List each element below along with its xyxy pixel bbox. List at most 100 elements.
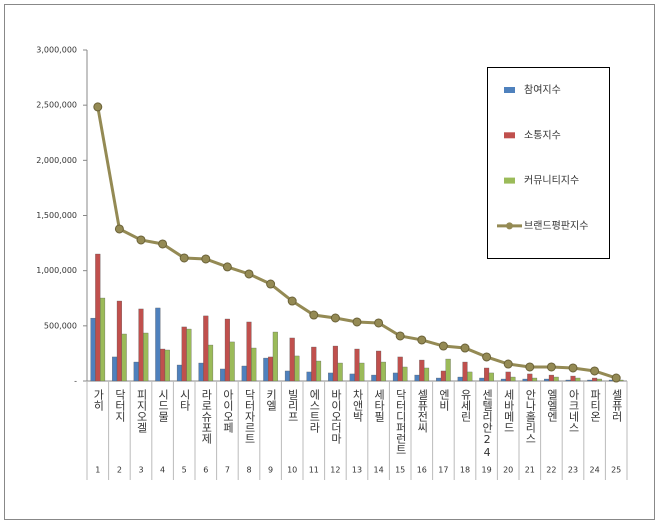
bar [532, 377, 538, 382]
bar [570, 375, 576, 382]
x-tick-label: 엘엘엔 [545, 389, 558, 422]
category-rank: 5 [182, 466, 187, 475]
x-tick-label: 아이오페 [221, 389, 234, 433]
bar [445, 358, 451, 382]
legend-label: 커뮤니티지수 [524, 175, 579, 187]
x-tick-label: 라로슈포제 [200, 389, 213, 444]
bar [241, 365, 247, 382]
bar [176, 364, 182, 382]
line-marker [244, 269, 254, 279]
line-marker [374, 318, 384, 328]
x-tick-label: 에스트라 [308, 389, 321, 433]
category-rank: 1 [95, 466, 100, 475]
bar [522, 378, 528, 382]
y-tick-label: 3,000,000 [36, 46, 77, 55]
bar [419, 359, 425, 382]
line-marker [568, 363, 578, 373]
line-marker [525, 362, 535, 372]
category-rank: 24 [590, 466, 600, 475]
bar [263, 357, 269, 382]
line-marker [546, 362, 556, 372]
line-marker [287, 296, 297, 306]
legend-swatch [504, 132, 515, 139]
bar [116, 300, 122, 382]
bar [95, 253, 101, 382]
bar [488, 372, 494, 382]
bar [575, 377, 581, 382]
bar [100, 297, 106, 382]
legend-label: 소통지수 [524, 129, 561, 141]
bar [155, 307, 161, 382]
x-tick-label: 차앤박 [351, 389, 364, 422]
y-tick-label: 1,000,000 [36, 266, 77, 275]
bar [548, 374, 554, 382]
bar [203, 315, 209, 382]
x-tick-label: 피지오겔 [135, 389, 148, 433]
category-rank: 7 [225, 466, 230, 475]
category-rank: 2 [117, 466, 122, 475]
x-tick-label: 셀퓨전씨 [416, 389, 429, 433]
bar [220, 368, 226, 382]
y-tick-label: 2,500,000 [36, 101, 77, 110]
x-tick-label: 시드물 [157, 389, 170, 422]
bar [436, 377, 442, 382]
bar [138, 308, 144, 382]
category-rank: 23 [568, 466, 578, 475]
bar [354, 348, 360, 382]
x-tick-label: 셀퓨러 [610, 389, 623, 422]
bar [316, 360, 322, 382]
bar [251, 347, 257, 382]
x-tick-label: 유세린 [459, 389, 472, 422]
legend-swatch [504, 177, 515, 184]
category-rank: 10 [287, 466, 297, 475]
category-rank: 14 [374, 466, 384, 475]
bar [133, 361, 139, 382]
bar [596, 378, 602, 382]
bar [392, 372, 398, 382]
bar [462, 361, 468, 382]
line-marker [611, 373, 621, 383]
bar [311, 346, 317, 382]
line-marker [352, 317, 362, 327]
category-rank: 18 [460, 466, 470, 475]
x-tick-label: 가히 [92, 389, 105, 412]
bar [112, 356, 118, 382]
category-rank: 19 [482, 466, 492, 475]
line-marker [417, 335, 427, 345]
bar [284, 370, 290, 382]
bar [505, 371, 511, 382]
bar [467, 371, 473, 382]
line-marker [482, 352, 492, 362]
bar [164, 349, 170, 382]
bar [402, 366, 408, 382]
bar [592, 377, 598, 382]
bar [414, 374, 420, 382]
bar [337, 362, 343, 382]
bar [380, 361, 386, 382]
bar [229, 341, 235, 382]
category-rank: 25 [611, 466, 621, 475]
x-tick-label: 센텔리안24 [481, 389, 494, 459]
bar [553, 376, 559, 382]
category-rank: 22 [546, 466, 556, 475]
bar [510, 376, 516, 382]
x-tick-label: 키엘 [265, 389, 278, 411]
bar [208, 344, 214, 382]
category-rank: 6 [203, 466, 208, 475]
x-tick-label: 엔비 [437, 389, 450, 411]
y-tick-label: 2,000,000 [36, 156, 77, 165]
bar [332, 345, 338, 382]
legend-label: 참여지수 [524, 84, 561, 96]
category-rank: 12 [330, 466, 340, 475]
line-marker [266, 279, 276, 289]
bar [328, 372, 334, 382]
bar [224, 318, 230, 382]
category-rank: 21 [525, 466, 535, 475]
x-tick-label: 아크네스 [567, 389, 580, 433]
legend-label: 브랜드평판지수 [524, 220, 588, 232]
bar [500, 378, 506, 382]
x-tick-label: 세바메드 [502, 389, 515, 433]
line-marker [158, 239, 168, 249]
category-rank: 13 [352, 466, 362, 475]
bar [484, 367, 490, 382]
